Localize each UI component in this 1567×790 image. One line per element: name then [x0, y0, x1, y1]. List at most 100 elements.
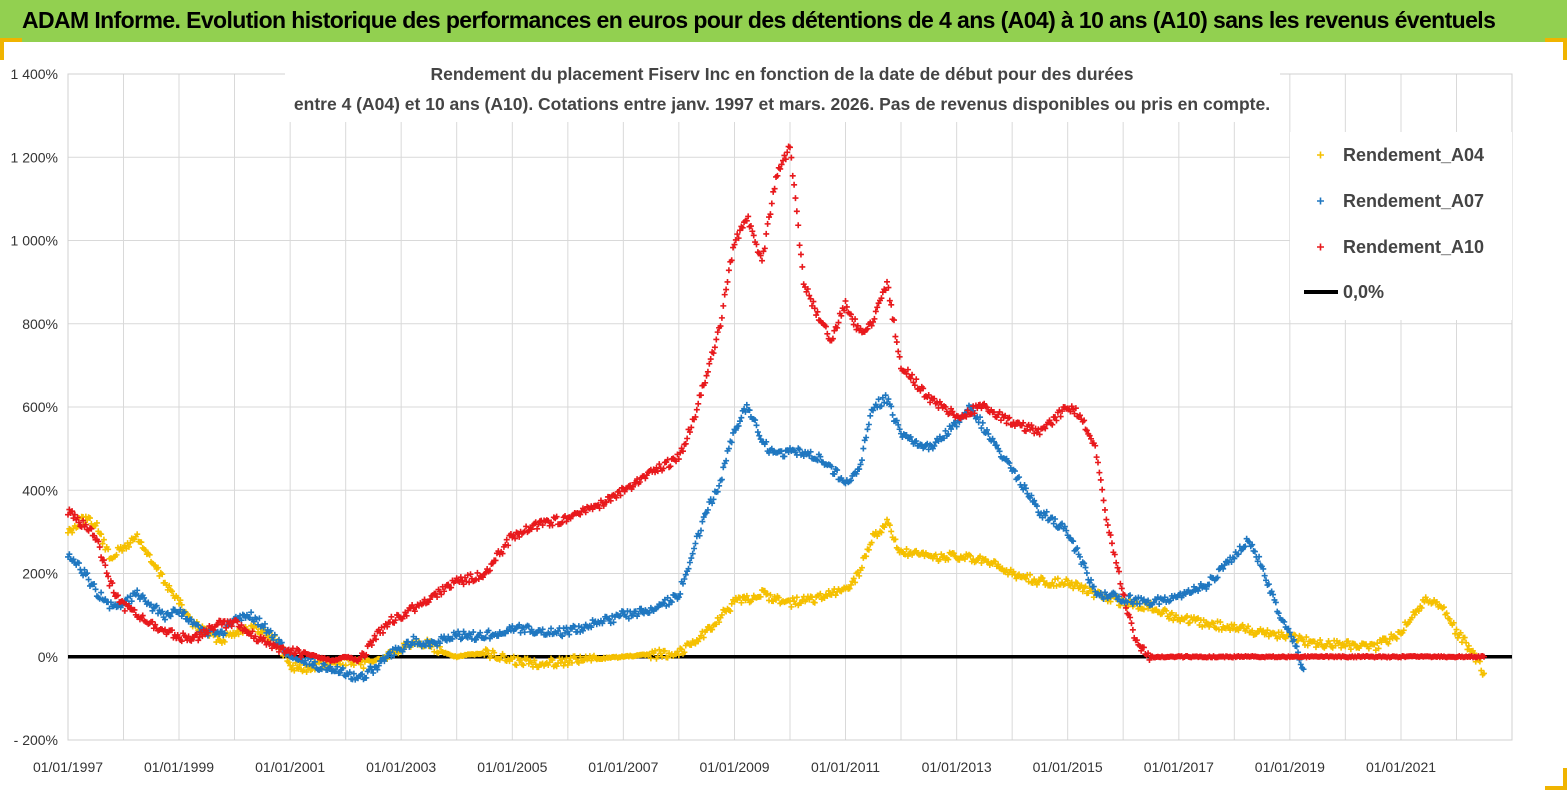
- data-point: [1268, 588, 1275, 595]
- data-point: [860, 445, 867, 452]
- data-point: [710, 350, 717, 357]
- data-point: [88, 525, 95, 532]
- data-point: [1011, 468, 1018, 475]
- data-point: [1231, 621, 1238, 628]
- data-point: [1256, 553, 1263, 560]
- data-point: [167, 613, 174, 620]
- data-point: [359, 671, 366, 678]
- chart-grid: [67, 73, 1513, 741]
- data-point: [1145, 597, 1152, 604]
- data-point: [864, 426, 871, 433]
- data-point: [647, 655, 654, 662]
- data-point: [716, 482, 723, 489]
- data-point: [512, 535, 519, 542]
- data-point: [218, 621, 225, 628]
- data-point: [242, 626, 249, 633]
- data-point: [261, 620, 268, 627]
- data-point: [169, 588, 176, 595]
- data-point: [1118, 585, 1125, 592]
- data-point: [188, 637, 195, 644]
- data-point: [1100, 497, 1107, 504]
- data-point: [736, 418, 743, 425]
- data-point: [868, 539, 875, 546]
- data-point: [1114, 564, 1121, 571]
- data-point: [791, 181, 798, 188]
- data-point: [1214, 574, 1221, 581]
- data-point: [718, 476, 725, 483]
- data-point: [271, 631, 278, 638]
- data-point: [1168, 609, 1175, 616]
- data-point: [679, 580, 686, 587]
- data-point: [709, 500, 716, 507]
- data-point: [753, 241, 760, 248]
- data-point: [400, 646, 407, 653]
- data-point: [91, 532, 98, 539]
- data-point: [660, 465, 667, 472]
- data-point: [596, 505, 603, 512]
- x-tick-label: 01/01/1999: [144, 759, 214, 775]
- data-point: [1415, 608, 1422, 615]
- data-point: [1140, 644, 1147, 651]
- data-point: [411, 608, 418, 615]
- data-point: [1293, 643, 1300, 650]
- data-point: [1093, 454, 1100, 461]
- data-point: [178, 638, 185, 645]
- y-tick-label: 1 400%: [11, 66, 58, 82]
- data-point: [334, 663, 341, 670]
- data-point: [125, 543, 132, 550]
- data-point: [449, 635, 456, 642]
- data-point: [1282, 635, 1289, 642]
- data-point: [781, 453, 788, 460]
- x-tick-label: 01/01/2021: [1366, 759, 1436, 775]
- data-point: [688, 555, 695, 562]
- data-point: [402, 641, 409, 648]
- data-point: [249, 628, 256, 635]
- data-point: [1251, 548, 1258, 555]
- data-point: [577, 511, 584, 518]
- data-point: [549, 657, 556, 664]
- data-point: [843, 303, 850, 310]
- data-point: [1104, 522, 1111, 529]
- data-point: [234, 618, 241, 625]
- data-point: [743, 217, 750, 224]
- data-point: [1154, 594, 1161, 601]
- data-point: [884, 516, 891, 523]
- data-point: [549, 522, 556, 529]
- data-point: [750, 232, 757, 239]
- header-bar: ADAM Informe. Evolution historique des p…: [0, 0, 1567, 42]
- data-point: [128, 598, 135, 605]
- data-point: [811, 305, 818, 312]
- data-point: [525, 623, 532, 630]
- data-point: [1031, 576, 1038, 583]
- data-point: [1059, 408, 1066, 415]
- data-point: [100, 536, 107, 543]
- data-point: [888, 403, 895, 410]
- data-point: [953, 423, 960, 430]
- data-point: [1145, 650, 1152, 657]
- data-point: [486, 567, 493, 574]
- data-point: [1050, 520, 1057, 527]
- data-point: [720, 464, 727, 471]
- data-point: [499, 550, 506, 557]
- series-layer: [65, 143, 1488, 683]
- data-point: [427, 596, 434, 603]
- data-point: [121, 607, 128, 614]
- data-point: [1217, 619, 1224, 626]
- y-tick-label: 200%: [22, 566, 58, 582]
- data-point: [925, 446, 932, 453]
- data-point: [337, 669, 344, 676]
- data-point: [949, 408, 956, 415]
- data-point: [700, 634, 707, 641]
- data-point: [303, 668, 310, 675]
- data-point: [795, 222, 802, 229]
- data-point: [1083, 427, 1090, 434]
- data-point: [707, 356, 714, 363]
- data-point: [1195, 587, 1202, 594]
- data-point: [888, 301, 895, 308]
- data-point: [977, 414, 984, 421]
- data-point: [142, 547, 149, 554]
- data-point: [327, 663, 334, 670]
- data-point: [920, 385, 927, 392]
- data-point: [1228, 559, 1235, 566]
- data-point: [1081, 417, 1088, 424]
